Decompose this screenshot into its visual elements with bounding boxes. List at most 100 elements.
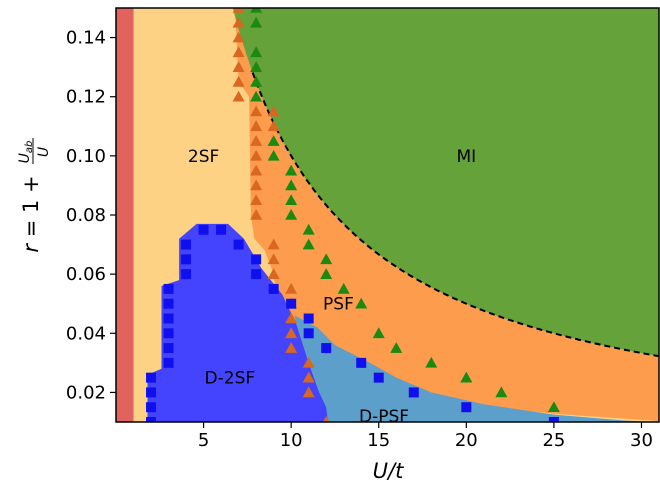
blue-square-marker (321, 343, 332, 354)
green-triangle-marker (285, 164, 298, 176)
orange-triangle-marker (232, 16, 245, 28)
region-label: D-PSF (359, 407, 409, 427)
orange-triangle-marker (285, 312, 298, 324)
blue-square-marker (146, 417, 157, 422)
x-tick-label: 30 (630, 430, 653, 451)
green-triangle-marker (285, 209, 298, 220)
green-triangle-marker (285, 194, 298, 206)
svg-text:r = 1 +: r = 1 + (19, 175, 43, 252)
orange-triangle-marker (250, 149, 263, 161)
orange-triangle-marker (232, 8, 245, 13)
green-triangle-marker (547, 401, 560, 413)
region-label: MI (456, 147, 476, 167)
orange-triangle-marker (250, 209, 263, 220)
blue-square-marker (268, 283, 279, 294)
orange-triangle-marker (232, 61, 245, 72)
green-triangle-marker (320, 268, 333, 279)
green-triangle-marker (460, 371, 473, 383)
orange-triangle-marker (267, 238, 280, 250)
region-mi (232, 8, 659, 357)
green-triangle-marker (372, 327, 385, 339)
green-triangle-marker (250, 90, 263, 102)
orange-triangle-marker (232, 31, 245, 43)
orange-triangle-marker (302, 386, 315, 398)
blue-square-marker (251, 254, 262, 265)
blue-square-marker (181, 254, 192, 265)
blue-square-marker (461, 402, 472, 413)
orange-triangle-marker (250, 194, 263, 206)
orange-triangle-marker (285, 342, 298, 353)
orange-triangle-marker (250, 164, 263, 176)
blue-square-marker (303, 328, 314, 339)
y-tick-label: 0.12 (66, 87, 106, 108)
blue-square-marker (356, 357, 367, 368)
orange-triangle-marker (250, 179, 263, 191)
region-label: 2SF (188, 147, 219, 167)
green-triangle-marker (267, 149, 280, 161)
y-label-numerator: Uab (17, 141, 35, 164)
y-label-denominator: U (36, 147, 52, 157)
blue-square-marker (408, 387, 419, 398)
region-label: D-2SF (205, 369, 256, 389)
blue-square-marker (146, 402, 157, 413)
y-tick-label: 0.10 (66, 146, 106, 167)
green-triangle-marker (267, 135, 280, 146)
x-tick-label: 15 (367, 430, 390, 451)
orange-triangle-marker (302, 371, 315, 383)
green-triangle-marker (302, 223, 315, 235)
blue-square-marker (163, 313, 174, 324)
green-triangle-marker (285, 179, 298, 191)
y-tick-label: 0.08 (66, 205, 106, 226)
y-tick-label: 0.06 (66, 264, 106, 285)
y-axis-ticks: 0.02 0.04 0.06 0.08 0.10 0.12 0.14 (66, 28, 116, 403)
orange-triangle-marker (250, 135, 263, 146)
green-triangle-marker (250, 16, 263, 28)
blue-square-marker (373, 372, 384, 383)
region-d-2sf (147, 223, 328, 422)
blue-square-marker (146, 387, 157, 398)
blue-square-marker (286, 298, 297, 309)
blue-square-marker (233, 239, 244, 250)
green-triangle-marker (250, 46, 263, 58)
region-label: PSF (323, 295, 354, 315)
green-triangle-marker (320, 253, 333, 265)
blue-square-marker (163, 328, 174, 339)
x-tick-label: 10 (280, 430, 303, 451)
orange-triangle-marker (232, 90, 245, 102)
blue-square-marker (163, 283, 174, 294)
blue-square-marker (181, 239, 192, 250)
orange-triangle-marker (232, 75, 245, 87)
blue-square-marker (216, 224, 227, 235)
data-markers (146, 8, 560, 422)
green-triangle-marker (495, 386, 508, 398)
orange-triangle-marker (267, 120, 280, 132)
x-tick-label: 5 (198, 430, 209, 451)
y-label-r: r (19, 243, 43, 253)
y-label-eq: = 1 + (19, 175, 43, 244)
green-triangle-marker (250, 61, 263, 72)
green-triangle-marker (337, 282, 350, 294)
blue-square-marker (181, 269, 192, 280)
blue-square-marker (163, 357, 174, 368)
blue-square-marker (198, 224, 209, 235)
orange-triangle-marker (250, 120, 263, 132)
orange-triangle-marker (285, 327, 298, 339)
blue-square-marker (548, 417, 559, 422)
orange-triangle-marker (267, 253, 280, 265)
orange-triangle-marker (302, 356, 315, 368)
green-triangle-marker (250, 75, 263, 87)
orange-triangle-marker (285, 282, 298, 294)
orange-triangle-marker (232, 46, 245, 58)
y-tick-label: 0.14 (66, 28, 106, 49)
orange-triangle-marker (267, 268, 280, 279)
y-axis-label: r = 1 + Uab U (17, 138, 52, 253)
blue-square-marker (146, 372, 157, 383)
blue-square-marker (163, 298, 174, 309)
orange-triangle-marker (267, 105, 280, 117)
region-red-strip (116, 8, 134, 422)
green-triangle-marker (250, 8, 263, 13)
green-triangle-marker (302, 238, 315, 250)
phase-regions (116, 8, 659, 422)
green-triangle-marker (390, 342, 403, 353)
